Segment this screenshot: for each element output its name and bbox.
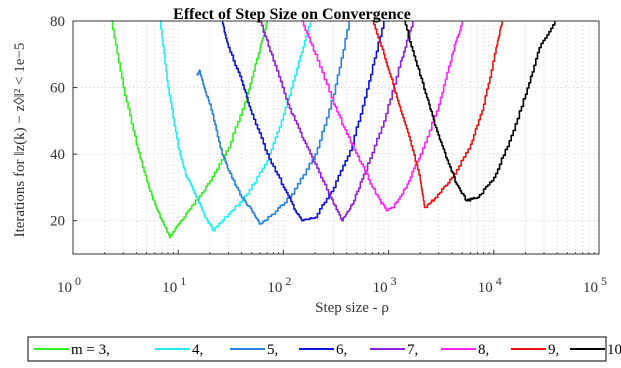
x-tick-label: 10 5 [583,274,607,296]
legend-label-3: 5, [267,342,278,358]
grid [73,20,599,254]
series-line-7 [372,20,503,209]
x-tick-exponent: 1 [180,274,186,288]
plot-frame [72,20,600,255]
legend-label-7: 9, [548,342,559,358]
x-tick-exponent: 4 [496,274,502,288]
legend-label-4: 6, [336,342,347,358]
x-tick-exponent: 3 [391,274,397,288]
y-tick-label: 40 [50,147,65,163]
legend-items: m = 3, 4, 5, 6, 7, 8, 9, 10 [34,342,621,358]
x-tick-base: 10 [583,280,598,296]
x-tick-label: 10 4 [478,274,502,296]
x-tick-base: 10 [57,280,72,296]
legend-label-8: 10 [607,342,621,358]
x-tick-base: 10 [267,280,282,296]
x-tick-base: 10 [478,280,493,296]
legend-label-1: m = 3, [71,342,110,358]
x-tick-label: 10 2 [267,274,291,296]
series-line-5 [260,20,414,222]
series-line-6 [301,20,463,212]
chart-title: Effect of Step Size on Convergence [173,6,411,23]
x-axis-title: Step size - ρ [315,300,389,316]
y-tick-label: 60 [50,81,65,97]
y-tick-label: 80 [50,14,65,30]
x-tick-base: 10 [373,280,388,296]
x-tick-exponent: 0 [75,274,81,288]
legend-label-2: 4, [192,342,203,358]
x-tick-base: 10 [162,280,177,296]
series-line-8 [404,20,556,202]
y-axis-title: Iterations for ‖z(k) − z◊‖² < 1e−5 [12,43,28,238]
x-tick-label: 10 1 [162,274,186,296]
legend-label-6: 8, [478,342,489,358]
legend-label-5: 7, [407,342,418,358]
series-lines [111,20,556,239]
y-tick-label: 20 [50,214,65,230]
series-line-1 [111,20,268,239]
x-tick-exponent: 5 [601,274,607,288]
series-line-2 [159,20,312,232]
x-tick-label: 10 3 [373,274,397,296]
x-tick-label: 10 0 [57,274,81,296]
series-line-3 [196,21,350,225]
legend: m = 3, 4, 5, 6, 7, 8, 9, 10 [27,336,621,362]
x-tick-exponent: 2 [285,274,291,288]
